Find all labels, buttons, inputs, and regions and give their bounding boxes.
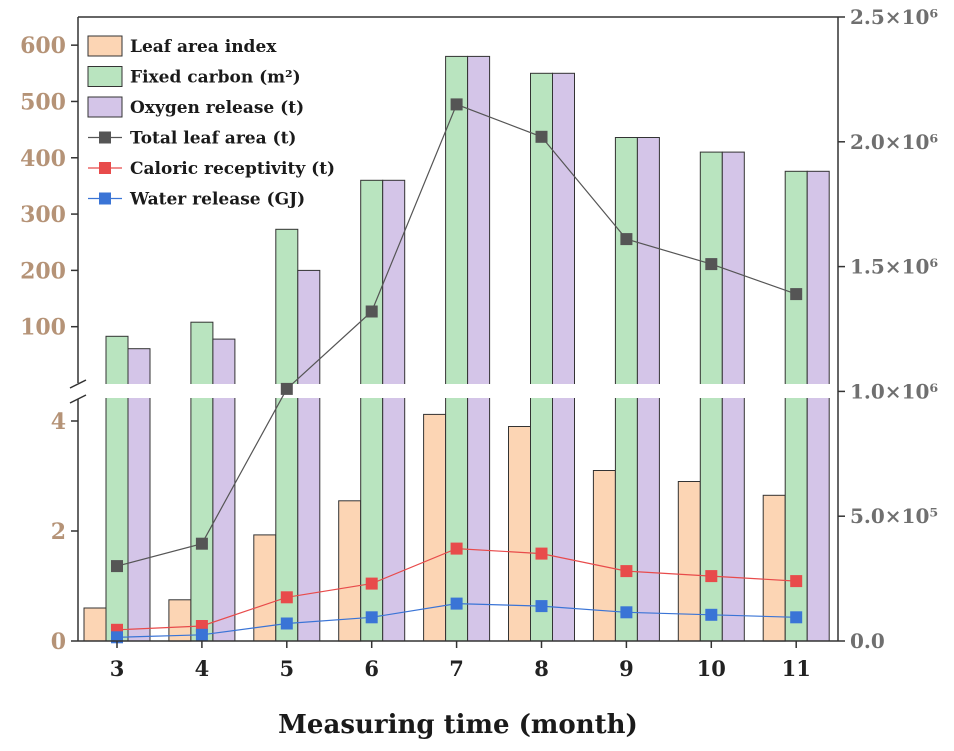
bar-oxygen-release-t-8 [552, 72, 575, 642]
x-axis-title: Measuring time (month) [278, 710, 638, 740]
point-caloric-receptivity-t-9 [620, 565, 633, 578]
legend-swatch-fixed-carbon-m [87, 66, 123, 87]
legend-label-fixed-carbon-m: Fixed carbon (m²) [130, 68, 301, 88]
point-water-release-gj-11 [790, 611, 803, 624]
point-total-leaf-area-t-3 [111, 560, 123, 573]
point-total-leaf-area-t-5 [280, 382, 293, 395]
point-total-leaf-area-t-11 [790, 288, 803, 301]
legend-label-caloric-receptivity-t: Caloric receptivity (t) [130, 159, 335, 179]
right-tick-0: 0.0 [850, 629, 885, 653]
point-caloric-receptivity-t-10 [705, 570, 718, 583]
point-water-release-gj-6 [365, 611, 378, 624]
point-caloric-receptivity-t-7 [450, 542, 463, 555]
point-total-leaf-area-t-8 [535, 130, 548, 143]
point-water-release-gj-10 [705, 608, 718, 621]
legend-marker-water-release-gj [99, 192, 111, 205]
legend-label-water-release-gj: Water release (GJ) [129, 190, 305, 210]
legend-swatch-leaf-area-index [87, 35, 123, 57]
point-water-release-gj-5 [280, 617, 293, 630]
legend-swatch-oxygen-release-t [87, 96, 123, 118]
legend-marker-total-leaf-area-t [99, 131, 111, 144]
point-water-release-gj-7 [450, 597, 463, 610]
bar-leaf-area-index-10 [677, 481, 701, 642]
left-upper-tick-600: 600 [20, 33, 66, 59]
left-lower-tick-2: 2 [51, 519, 66, 545]
bar-oxygen-release-t-7 [467, 55, 491, 642]
bar-oxygen-release-t-11 [806, 170, 830, 642]
left-upper-tick-300: 300 [20, 202, 66, 228]
left-lower-tick-4: 4 [51, 409, 66, 435]
left-upper-tick-400: 400 [20, 146, 66, 172]
legend-label-oxygen-release-t: Oxygen release (t) [130, 98, 304, 118]
point-water-release-gj-4 [195, 628, 208, 641]
bar-fixed-carbon-m-4 [190, 321, 214, 642]
legend-marker-caloric-receptivity-t [99, 162, 111, 174]
x-tick-8: 8 [534, 656, 549, 681]
x-tick-5: 5 [279, 656, 294, 681]
legend: Leaf area index Fixed carbon (m²) Oxygen r… [87, 35, 335, 210]
point-water-release-gj-8 [535, 600, 548, 613]
bar-leaf-area-index-9 [592, 470, 616, 642]
x-tick-10: 10 [697, 656, 726, 681]
right-tick-4: 2.0×10⁶ [850, 130, 938, 154]
x-tick-3: 3 [110, 656, 125, 681]
point-total-leaf-area-t-9 [620, 233, 633, 246]
right-tick-2: 1.0×10⁶ [850, 379, 938, 403]
x-tick-4: 4 [195, 656, 210, 681]
point-total-leaf-area-t-6 [365, 305, 378, 318]
bar-fixed-carbon-m-3 [105, 335, 129, 642]
bar-fixed-carbon-m-5 [275, 228, 299, 642]
point-caloric-receptivity-t-5 [280, 591, 293, 604]
axis-break-mark-2 [69, 394, 87, 404]
bar-leaf-area-index-3 [83, 607, 107, 642]
point-total-leaf-area-t-4 [195, 537, 208, 550]
x-tick-11: 11 [782, 656, 811, 681]
axis-break-mark-1 [69, 379, 87, 389]
x-tick-6: 6 [364, 656, 379, 681]
point-caloric-receptivity-t-11 [790, 575, 803, 588]
bar-fixed-carbon-m-11 [784, 170, 808, 642]
bar-leaf-area-index-11 [762, 494, 786, 642]
point-total-leaf-area-t-7 [450, 98, 463, 111]
left-upper-tick-500: 500 [20, 89, 66, 115]
x-tick-9: 9 [619, 656, 634, 681]
legend-label-leaf-area-index: Leaf area index [130, 37, 277, 57]
right-tick-3: 1.5×10⁶ [850, 255, 938, 279]
right-tick-5: 2.5×10⁶ [850, 5, 938, 29]
left-upper-tick-200: 200 [20, 258, 66, 284]
bars-group [83, 55, 830, 642]
left-lower-tick-0: 0 [51, 629, 66, 655]
bar-fixed-carbon-m-6 [360, 179, 384, 642]
left-upper-tick-100: 100 [20, 315, 66, 341]
bar-oxygen-release-t-5 [297, 269, 321, 642]
right-tick-1: 5.0×10⁵ [850, 504, 938, 528]
x-tick-7: 7 [449, 656, 464, 681]
point-total-leaf-area-t-10 [705, 258, 718, 271]
point-caloric-receptivity-t-6 [365, 577, 378, 590]
point-water-release-gj-9 [620, 606, 633, 619]
point-caloric-receptivity-t-8 [535, 547, 548, 560]
axis-break-band [79, 384, 837, 398]
bar-leaf-area-index-8 [508, 426, 531, 642]
legend-label-total-leaf-area-t: Total leaf area (t) [130, 129, 296, 149]
